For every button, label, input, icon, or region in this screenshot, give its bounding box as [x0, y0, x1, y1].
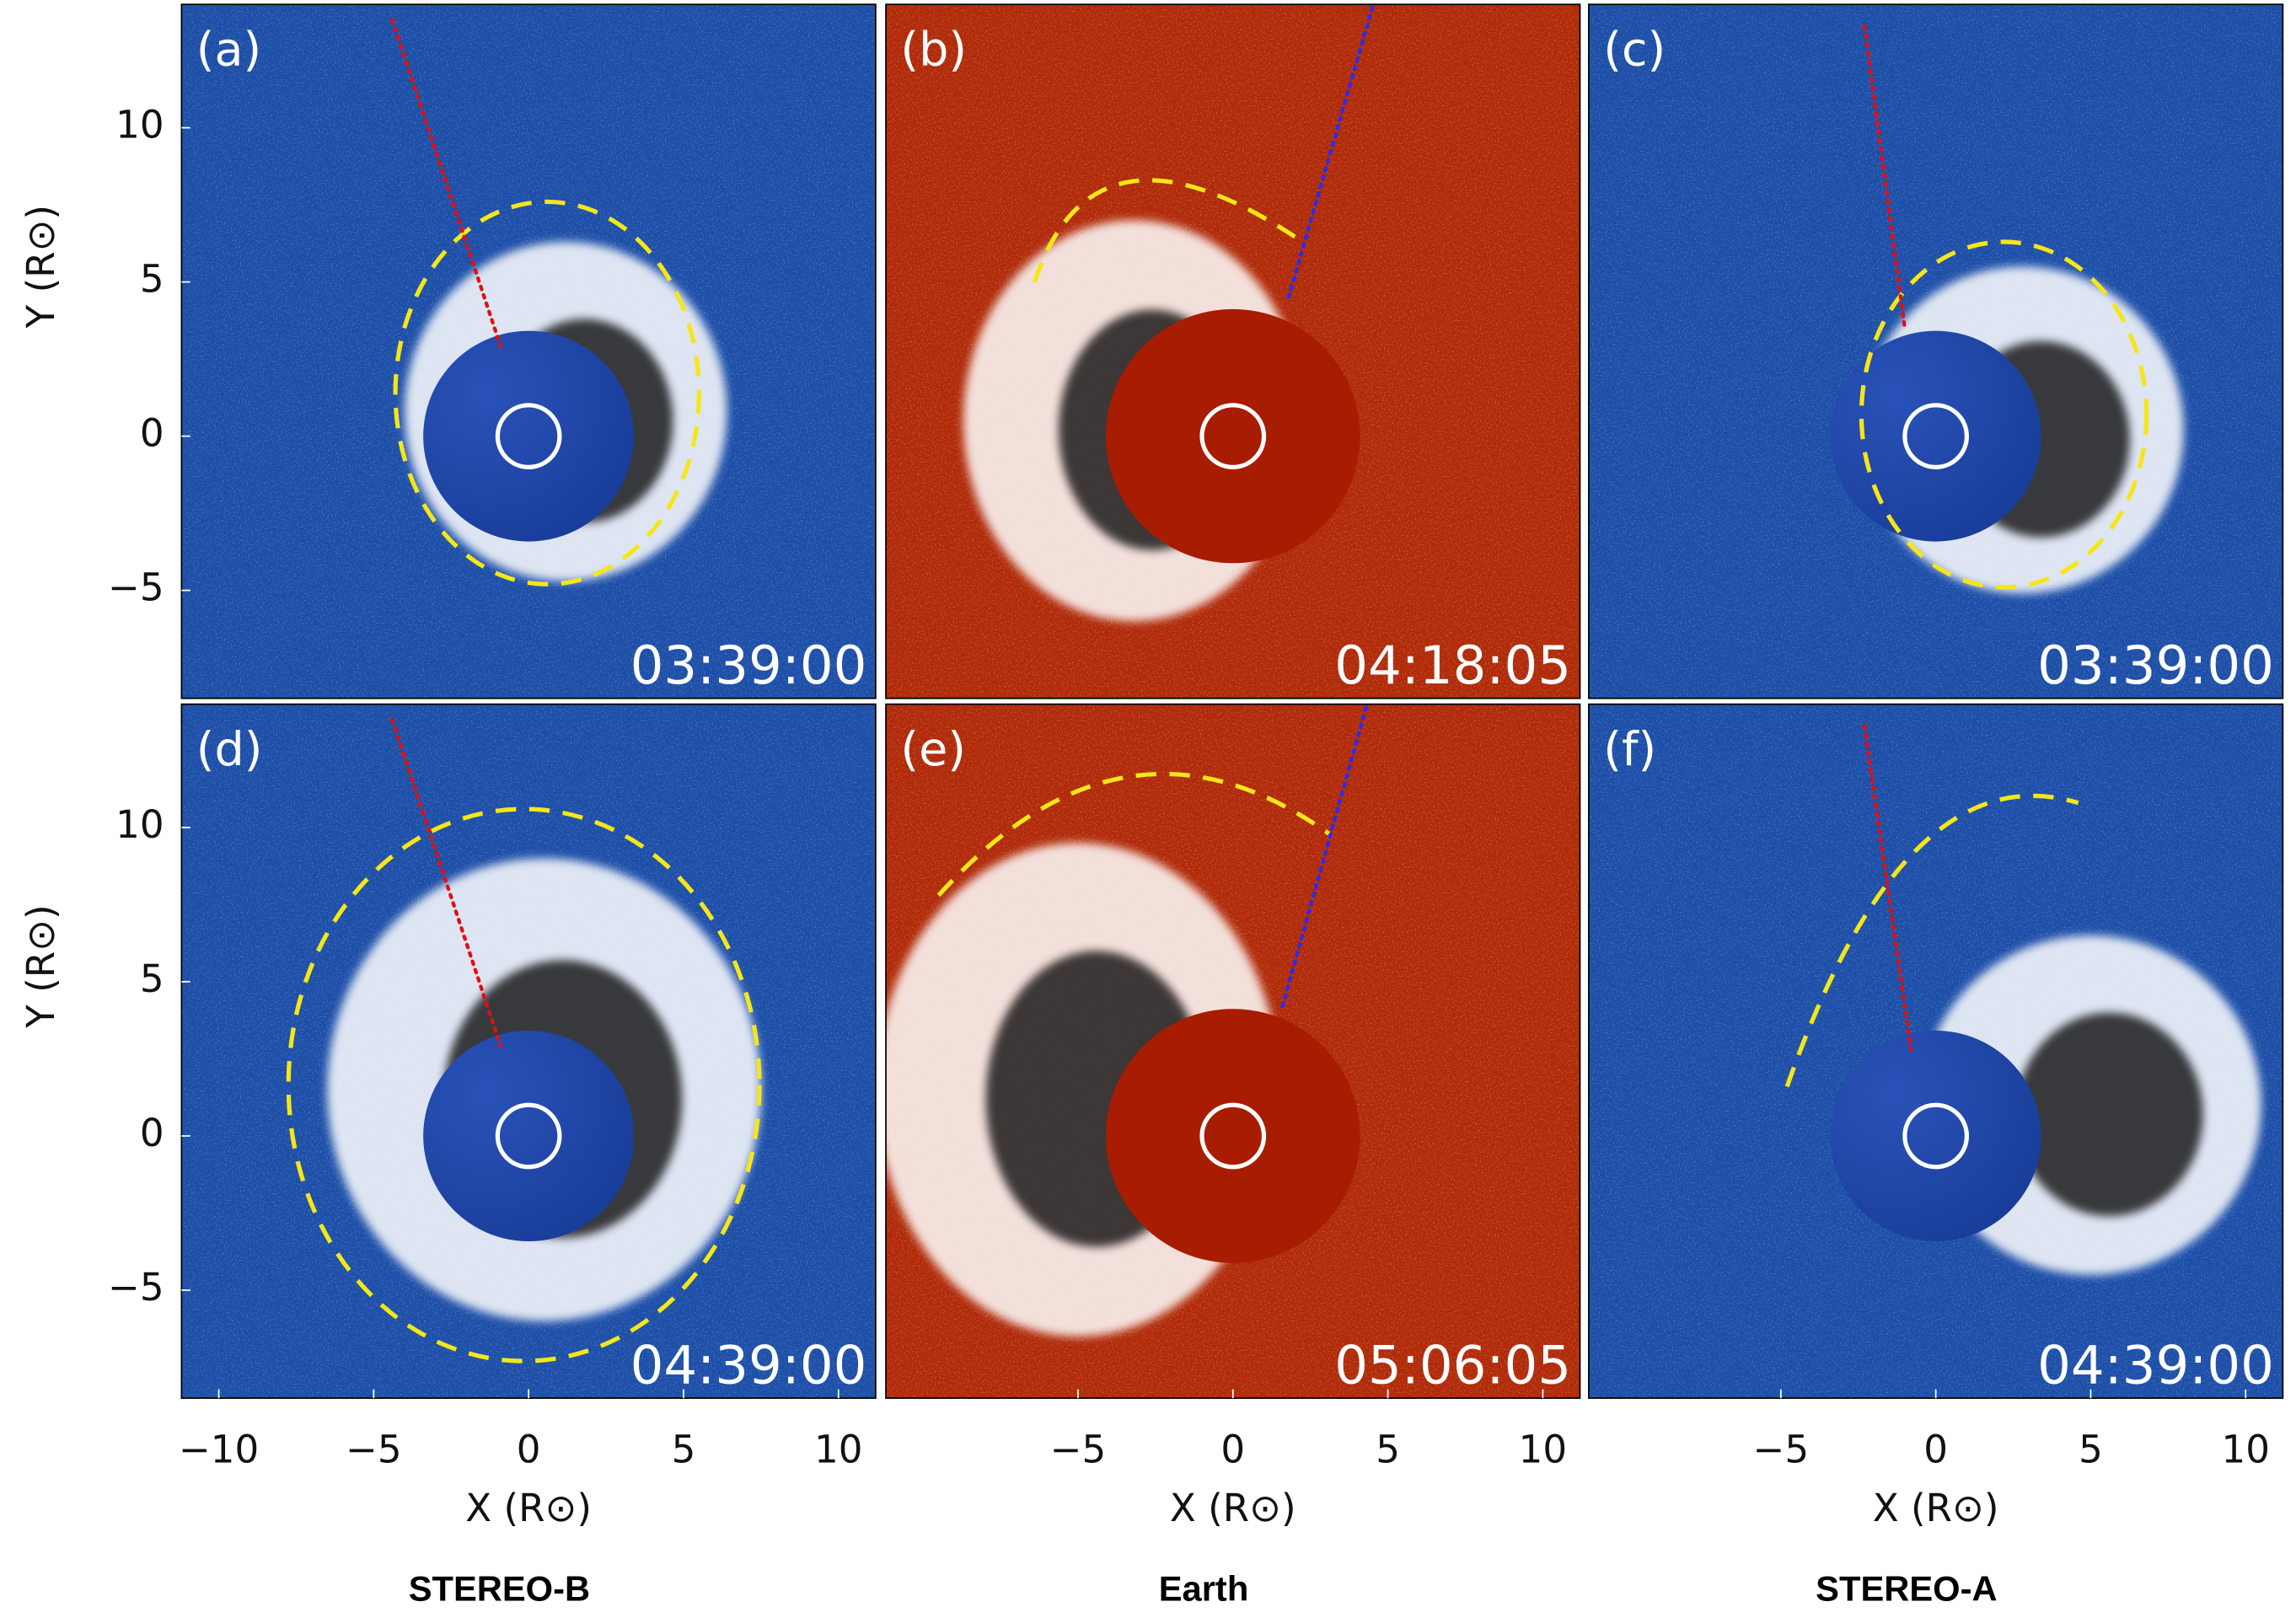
track: [1286, 5, 1375, 300]
cme-front: [286, 806, 762, 1364]
column-title: STEREO-B: [409, 1568, 590, 1608]
track: [390, 18, 503, 349]
track: [1280, 705, 1369, 1009]
panel-image: [886, 704, 1580, 1399]
x-tick-label: −5: [1050, 1427, 1107, 1471]
panel-label: (e): [900, 722, 966, 777]
y-tick-label: −5: [108, 565, 164, 610]
panel: (c) 03:39:00: [1588, 3, 2284, 699]
panel: (f) 04:39:00 −5 0 5 10 X (R⊙): [1588, 703, 2284, 1530]
track: [1862, 24, 1907, 330]
sun-limb: [1902, 1102, 1970, 1170]
frame: [885, 3, 1581, 699]
x-axis-label: X (R⊙): [1170, 1486, 1296, 1530]
y-tick-label: 10: [115, 802, 164, 847]
occulter: [423, 1030, 635, 1241]
x-tick-label: −10: [179, 1427, 259, 1471]
occulter: [423, 330, 635, 542]
x-axis-label: X (R⊙): [465, 1486, 592, 1530]
timestamp: 03:39:00: [630, 635, 867, 696]
timestamp: 04:39:00: [630, 1334, 867, 1396]
y-tick-label: −5: [108, 1265, 164, 1310]
x-axis-label: X (R⊙): [1873, 1486, 1999, 1530]
sun-limb: [1199, 403, 1267, 469]
cme-front: [393, 199, 701, 587]
panel: (e) 05:06:05 −5 0 5 10 X (R⊙): [885, 703, 1581, 1530]
panel-label: (a): [196, 23, 261, 78]
sun-limb: [495, 403, 562, 469]
column-title: STEREO-A: [1816, 1568, 1997, 1608]
panel-image: [1588, 4, 2283, 699]
panel: (b) 04:18:05: [885, 3, 1581, 699]
sun-limb: [1902, 403, 1970, 469]
frame: [180, 3, 877, 699]
x-tick-label: −5: [346, 1427, 402, 1471]
timestamp: 04:39:00: [2037, 1334, 2274, 1396]
track: [390, 717, 503, 1049]
x-tick-label: 5: [2079, 1427, 2103, 1471]
cme-front: [936, 771, 1331, 897]
panel-label: (d): [196, 722, 263, 777]
panel: (a) 03:39:00 −5 0 5 10 Y (R⊙): [19, 3, 877, 699]
occulter: [1830, 330, 2041, 542]
track: [1862, 724, 1913, 1052]
x-tick-label: 0: [1923, 1427, 1948, 1471]
occulter: [1106, 1009, 1360, 1263]
panel-label: (c): [1603, 23, 1666, 78]
x-tick-label: −5: [1753, 1427, 1810, 1471]
cme-front: [1033, 178, 1300, 283]
panel-image: [181, 704, 876, 1399]
panel-label: (f): [1603, 722, 1656, 777]
cme-dark: [2015, 1012, 2203, 1217]
x-tick-label: 0: [1220, 1427, 1245, 1471]
y-tick-label: 0: [140, 411, 164, 456]
timestamp: 04:18:05: [1334, 635, 1571, 696]
occulter: [1106, 308, 1360, 564]
cme-front: [1784, 793, 2079, 1088]
panel-image: [181, 4, 876, 699]
panel-image: [1588, 704, 2283, 1399]
y-axis-label: Y (R⊙): [19, 205, 63, 329]
occulter: [1830, 1030, 2041, 1241]
x-tick-label: 5: [672, 1427, 696, 1471]
sun-limb: [495, 1102, 562, 1170]
frame: [1588, 3, 2284, 699]
x-tick-label: 10: [1519, 1427, 1567, 1471]
panel: (d) 04:39:00 −5 0 5 10 −10 −5 0 5 10 Y (R⊙) X (R⊙): [19, 703, 877, 1530]
column-title: Earth: [1159, 1568, 1249, 1608]
sun-limb: [1199, 1102, 1267, 1170]
panel-label: (b): [900, 23, 967, 78]
y-tick-label: 0: [140, 1111, 164, 1155]
timestamp: 05:06:05: [1334, 1334, 1571, 1396]
panel-image: [886, 4, 1580, 699]
y-tick-label: 10: [115, 103, 164, 147]
timestamp: 03:39:00: [2037, 635, 2274, 696]
x-tick-label: 5: [1376, 1427, 1400, 1471]
y-tick-label: 5: [140, 257, 164, 302]
x-tick-label: 10: [814, 1427, 862, 1471]
cme-front: [1859, 239, 2149, 590]
x-tick-label: 10: [2222, 1427, 2270, 1471]
y-axis-label: Y (R⊙): [19, 904, 63, 1028]
y-tick-label: 5: [140, 956, 164, 1001]
x-tick-label: 0: [517, 1427, 541, 1471]
